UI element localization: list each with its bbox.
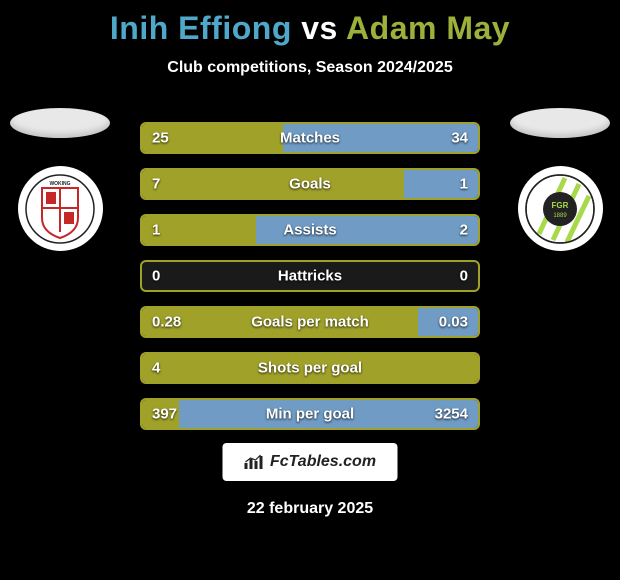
bars-icon xyxy=(244,454,266,470)
stat-value-left: 4 xyxy=(152,360,160,377)
player1-name: Inih Effiong xyxy=(110,10,292,46)
player1-avatar: WOKING xyxy=(10,108,110,208)
stat-value-right: 1 xyxy=(460,176,468,193)
stat-label: Shots per goal xyxy=(258,360,362,377)
svg-text:WOKING: WOKING xyxy=(49,181,70,187)
stat-value-left: 25 xyxy=(152,130,169,147)
player2-name: Adam May xyxy=(346,10,510,46)
footer-logo-text: FcTables.com xyxy=(270,453,376,471)
vs-label: vs xyxy=(301,10,338,46)
player1-silhouette xyxy=(10,108,110,138)
player2-avatar: FGR 1889 xyxy=(510,108,610,208)
player1-crest: WOKING xyxy=(18,166,103,251)
stat-row: 397 Min per goal 3254 xyxy=(140,398,480,430)
stat-fill-left xyxy=(142,170,404,198)
stat-label: Min per goal xyxy=(266,406,354,423)
stat-value-right: 34 xyxy=(451,130,468,147)
date-label: 22 february 2025 xyxy=(0,500,620,518)
stat-value-right: 0.03 xyxy=(439,314,468,331)
stat-label: Goals per match xyxy=(251,314,369,331)
stat-row: 4 Shots per goal xyxy=(140,352,480,384)
stat-value-right: 0 xyxy=(460,268,468,285)
stat-label: Assists xyxy=(283,222,336,239)
fctables-logo[interactable]: FcTables.com xyxy=(223,443,398,481)
stat-row: 7 Goals 1 xyxy=(140,168,480,200)
stat-value-left: 1 xyxy=(152,222,160,239)
stat-label: Goals xyxy=(289,176,331,193)
stat-row: 0 Hattricks 0 xyxy=(140,260,480,292)
stat-value-right: 2 xyxy=(460,222,468,239)
stat-value-left: 0.28 xyxy=(152,314,181,331)
stat-value-left: 0 xyxy=(152,268,160,285)
stat-row: 0.28 Goals per match 0.03 xyxy=(140,306,480,338)
stat-row: 1 Assists 2 xyxy=(140,214,480,246)
player2-crest: FGR 1889 xyxy=(518,166,603,251)
stat-value-left: 7 xyxy=(152,176,160,193)
svg-text:FGR: FGR xyxy=(552,201,569,210)
player2-silhouette xyxy=(510,108,610,138)
stat-value-left: 397 xyxy=(152,406,177,423)
subtitle: Club competitions, Season 2024/2025 xyxy=(0,59,620,77)
woking-crest-icon: WOKING xyxy=(25,174,95,244)
stat-label: Hattricks xyxy=(278,268,342,285)
stats-container: 25 Matches 34 7 Goals 1 1 Assists 2 0 Hattricks 0 0.… xyxy=(140,122,480,444)
stat-row: 25 Matches 34 xyxy=(140,122,480,154)
svg-text:1889: 1889 xyxy=(553,213,567,219)
stat-value-right: 3254 xyxy=(435,406,468,423)
comparison-title: Inih Effiong vs Adam May xyxy=(0,0,620,47)
stat-label: Matches xyxy=(280,130,340,147)
fgr-crest-icon: FGR 1889 xyxy=(525,174,595,244)
